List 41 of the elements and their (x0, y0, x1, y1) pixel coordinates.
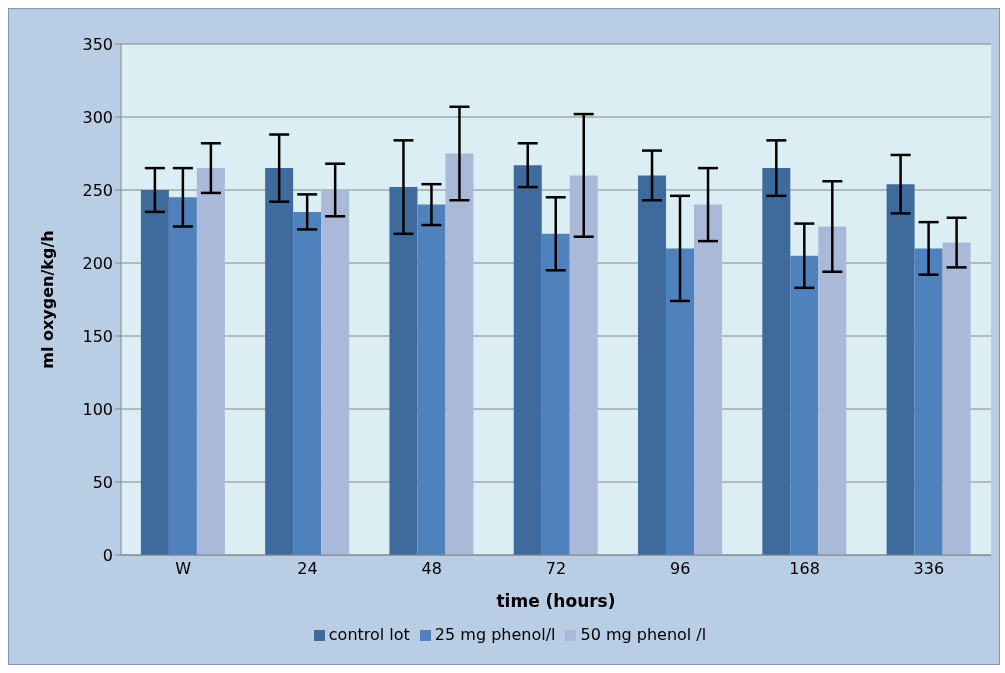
y-tick-label: 250 (82, 180, 113, 200)
x-tick-label: 72 (545, 559, 567, 579)
y-tick-label: 100 (82, 399, 113, 419)
x-tick-label: 336 (913, 559, 945, 579)
y-tick-label: 150 (82, 326, 113, 346)
legend-label: control lot (328, 625, 410, 644)
x-tick-label: W (175, 559, 192, 579)
x-tick-label: 168 (789, 559, 820, 579)
bar (389, 187, 418, 555)
bar (196, 168, 225, 555)
bar (541, 233, 570, 555)
y-tick-label: 350 (82, 34, 113, 54)
bar (321, 190, 350, 555)
bar (914, 248, 943, 555)
bar (942, 242, 971, 555)
y-tick-label: 300 (82, 107, 113, 127)
bar (762, 168, 791, 555)
y-tick-label: 0 (102, 545, 113, 565)
bar (265, 168, 294, 555)
bar (168, 197, 197, 555)
x-tick-label: 96 (670, 559, 691, 579)
bar (445, 153, 474, 555)
x-tick-label: 48 (421, 559, 442, 579)
y-tick-label: 50 (92, 472, 113, 492)
bar (818, 226, 847, 555)
x-tick-label: 24 (297, 559, 318, 579)
bar (140, 190, 169, 555)
legend-label: 50 mg phenol /l (580, 625, 707, 644)
bar (569, 175, 598, 555)
legend-label: 25 mg phenol/l (434, 625, 556, 644)
bar (694, 204, 723, 555)
bar (886, 184, 915, 555)
x-axis-title: time (hours) (496, 591, 616, 611)
bar (293, 211, 322, 555)
bar (417, 204, 446, 555)
y-axis-title: ml oxygen/kg/h (37, 230, 57, 369)
bar (638, 175, 667, 555)
bar (790, 255, 819, 555)
y-tick-label: 200 (82, 253, 113, 273)
bar (513, 165, 542, 555)
bar (666, 248, 695, 555)
